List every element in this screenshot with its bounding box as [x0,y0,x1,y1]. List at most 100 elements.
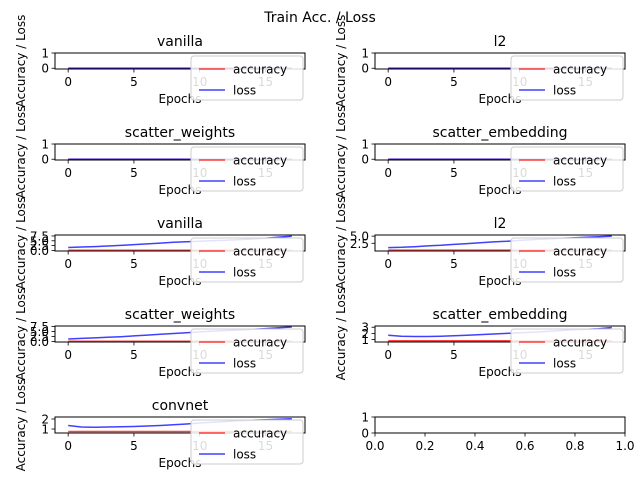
x-tick-label: 0 [64,257,72,271]
axes-frame [54,325,306,343]
y-tick-label: 0 [361,62,369,76]
y-tick-label: 1 [361,47,369,61]
x-tick-label: 1.0 [615,439,634,453]
legend-label-accuracy: accuracy [233,336,287,350]
x-tick-label: 0 [384,348,392,362]
y-axis-label: Accuracy / Loss [14,106,28,199]
y-tick-label: 5.0 [30,234,49,248]
legend: accuracy loss [190,146,304,192]
axes-frame [374,416,626,434]
x-tick-label: 5 [450,75,458,89]
x-tick-label: 0 [384,257,392,271]
y-tick-label: 1 [41,423,49,437]
x-tick-label: 5 [130,348,138,362]
subplot-0: 05101501vanillaEpochsAccuracy / Lossaccu… [14,15,306,107]
y-tick-label: 1 [41,138,49,152]
legend-label-loss: loss [233,448,256,462]
x-tick-label: 0 [64,439,72,453]
x-tick-label: 0 [64,166,72,180]
legend: accuracy loss [190,237,304,283]
legend-label-accuracy: accuracy [553,154,607,168]
legend: accuracy loss [510,328,624,374]
legend-box [510,328,624,374]
y-tick-label: 0 [361,427,369,441]
y-axis-label: Accuracy / Loss [334,15,348,108]
subplot-title: vanilla [157,216,203,232]
subplot-title: scatter_weights [125,125,235,141]
figure-title: Train Acc. / Loss [263,10,376,26]
subplot-title: l2 [494,216,507,232]
subplots: 05101501vanillaEpochsAccuracy / Lossaccu… [14,15,635,472]
subplot-title: convnet [152,398,209,414]
y-tick-label: 1 [361,333,369,347]
x-tick-label: 0 [64,75,72,89]
legend: accuracy loss [190,419,304,465]
y-tick-label: 2.5 [30,239,49,253]
y-tick-label: 5.0 [350,230,369,244]
subplot-6: 0510150.02.55.07.5scatter_weightsEpochsA… [14,288,306,381]
y-tick-label: 0.0 [30,244,49,258]
subplot-title: scatter_embedding [432,125,567,141]
legend-label-loss: loss [553,357,576,371]
y-tick-label: 7.5 [30,320,49,334]
x-tick-label: 0.2 [415,439,434,453]
axes-frame [374,325,626,343]
y-tick-label: 2.5 [350,237,369,251]
axes-frame [54,416,306,434]
legend-label-accuracy: accuracy [233,154,287,168]
subplot-title: vanilla [157,34,203,50]
legend: accuracy loss [510,146,624,192]
y-tick-label: 1 [361,411,369,425]
legend-box [510,146,624,192]
y-tick-label: 2.5 [30,330,49,344]
y-tick-label: 0 [41,153,49,167]
x-tick-label: 0.4 [465,439,484,453]
legend-box [190,237,304,283]
x-tick-label: 5 [450,257,458,271]
legend-box [190,419,304,465]
axes-frame [54,234,306,252]
legend-box [510,237,624,283]
legend-label-accuracy: accuracy [553,63,607,77]
x-tick-label: 5 [450,166,458,180]
subplot-8: 05101512convnetEpochsAccuracy / Lossaccu… [14,379,306,472]
y-tick-label: 1 [361,138,369,152]
legend-label-accuracy: accuracy [233,427,287,441]
legend: accuracy loss [190,328,304,374]
legend: accuracy loss [510,55,624,101]
subplot-4: 0510150.02.55.07.5vanillaEpochsAccuracy … [14,197,306,289]
x-tick-label: 0.6 [515,439,534,453]
axes-frame [54,143,306,161]
legend-label-accuracy: accuracy [233,245,287,259]
y-tick-label: 5.0 [30,325,49,339]
y-axis-label: Accuracy / Loss [14,288,28,381]
y-axis-label: Accuracy / Loss [334,288,348,381]
y-axis-label: Accuracy / Loss [14,379,28,472]
y-tick-label: 2 [41,413,49,427]
y-tick-label: 0.0 [30,335,49,349]
x-tick-label: 5 [130,166,138,180]
y-axis-label: Accuracy / Loss [334,197,348,290]
legend-label-loss: loss [233,84,256,98]
subplot-3: 05101501scatter_embeddingEpochsAccuracy … [334,106,626,198]
y-tick-label: 7.5 [30,229,49,243]
subplot-title: l2 [494,34,507,50]
legend-box [190,328,304,374]
x-tick-label: 5 [450,348,458,362]
legend-label-loss: loss [233,357,256,371]
legend-label-accuracy: accuracy [553,336,607,350]
axes-frame [374,52,626,70]
x-tick-label: 5 [130,75,138,89]
legend-label-loss: loss [553,266,576,280]
y-tick-label: 0 [41,62,49,76]
y-tick-label: 1 [41,47,49,61]
legend-box [190,146,304,192]
legend: accuracy loss [510,237,624,283]
legend-label-loss: loss [233,266,256,280]
subplot-title: scatter_embedding [432,307,567,323]
x-tick-label: 0 [384,166,392,180]
x-tick-label: 0.8 [565,439,584,453]
axes-frame [374,143,626,161]
axes-frame [54,52,306,70]
